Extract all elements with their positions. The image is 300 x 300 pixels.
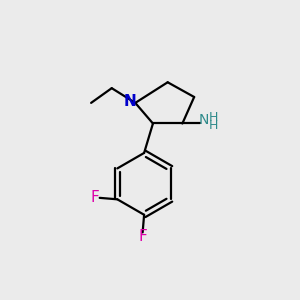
Text: F: F xyxy=(138,230,147,244)
Text: N: N xyxy=(198,113,209,127)
Text: H: H xyxy=(208,110,218,124)
Text: N: N xyxy=(124,94,136,109)
Text: F: F xyxy=(91,190,100,205)
Text: H: H xyxy=(208,119,218,132)
